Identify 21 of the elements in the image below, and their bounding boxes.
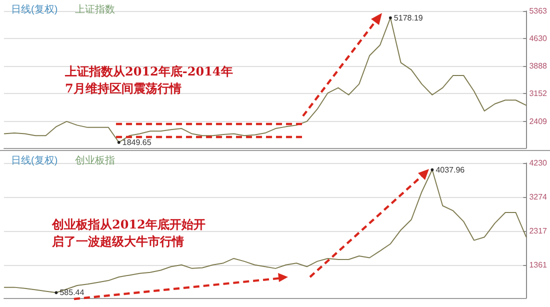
- chart-title: 日线(复权): [11, 154, 58, 166]
- annotation: 创业板指从2012年底开始开启了一波超级大牛市行情: [51, 218, 206, 248]
- chart-title: 日线(复权): [11, 4, 58, 16]
- annotation: 5178.19: [394, 13, 424, 22]
- y-tick-label: 5363: [529, 6, 548, 16]
- y-tick-label: 3152: [529, 89, 548, 98]
- y-tick-label: 3274: [529, 192, 548, 202]
- chart-subtitle: 上证指数: [75, 4, 115, 16]
- annotation: 585.44: [60, 288, 85, 298]
- y-tick-label: 3888: [529, 62, 548, 71]
- y-tick-label: 1361: [529, 260, 548, 270]
- y-tick-label: 2409: [529, 116, 548, 126]
- y-tick-label: 4230: [529, 158, 548, 168]
- chart-subtitle: 创业板指: [75, 154, 115, 166]
- line-series: [4, 168, 527, 294]
- annotation: 4037.96: [436, 165, 466, 174]
- y-tick-label: 2317: [529, 226, 548, 236]
- line-series: [4, 16, 527, 144]
- annotation: 1849.65: [122, 138, 152, 147]
- y-tick-label: 4630: [529, 34, 548, 43]
- annotation: 上证指数从2012年底-2014年7月维持区间震荡行情: [64, 64, 233, 96]
